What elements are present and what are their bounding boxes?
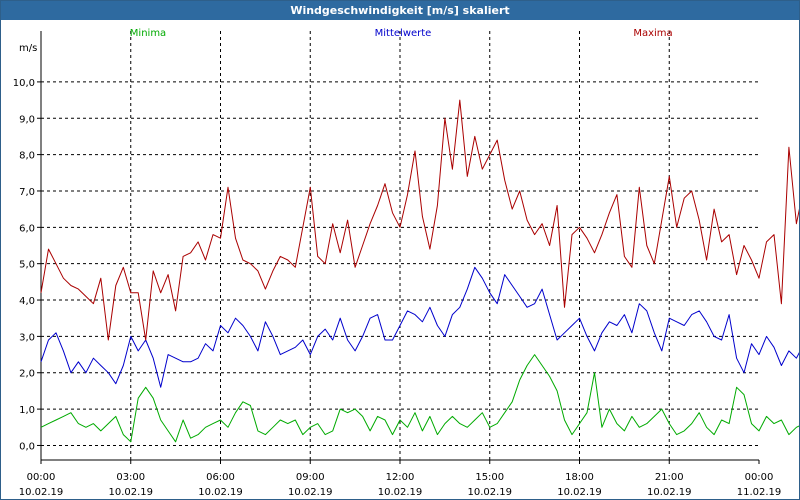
x-tick-date-label: 10.02.19 <box>647 487 692 498</box>
x-tick-date-label: 10.02.19 <box>557 487 602 498</box>
y-tick-label: 0,0 <box>19 441 35 452</box>
x-tick-time-label: 03:00 <box>116 472 145 483</box>
x-tick-date-label: 10.02.19 <box>378 487 423 498</box>
x-tick-date-label: 10.02.19 <box>108 487 153 498</box>
x-tick-date-label: 10.02.19 <box>467 487 512 498</box>
x-axis-ticks: 00:00 10.02.19 03:00 10.02.19 06:00 10.02.19 0… <box>19 460 782 498</box>
x-tick-date-label: 10.02.19 <box>288 487 333 498</box>
series-line-maxima <box>40 99 799 341</box>
x-tick-time-label: 21:00 <box>655 472 684 483</box>
y-tick-label: 2,0 <box>19 369 35 380</box>
x-tick-date-label: 10.02.19 <box>198 487 243 498</box>
legend: Minima Mittelwerte Maxima <box>130 28 673 39</box>
axes <box>40 31 759 461</box>
series-lines <box>40 99 799 443</box>
y-tick-label: 9,0 <box>19 114 35 125</box>
y-tick-label: 5,0 <box>19 260 35 271</box>
series-line-mittelwerte <box>40 266 799 388</box>
x-tick-date-label: 10.02.19 <box>19 487 64 498</box>
legend-item-maxima: Maxima <box>633 28 672 39</box>
x-tick-time-label: 00:00 <box>27 472 56 483</box>
y-tick-label: 10,0 <box>13 78 35 89</box>
x-tick-time-label: 09:00 <box>296 472 325 483</box>
x-tick-time-label: 18:00 <box>565 472 594 483</box>
x-tick-time-label: 06:00 <box>206 472 235 483</box>
y-tick-label: 3,0 <box>19 332 35 343</box>
y-tick-label: 7,0 <box>19 187 35 198</box>
x-tick-time-label: 00:00 <box>745 472 774 483</box>
series-line-minima <box>40 354 799 443</box>
legend-item-mittelwerte: Mittelwerte <box>375 28 432 39</box>
x-tick-time-label: 12:00 <box>386 472 415 483</box>
y-tick-label: 8,0 <box>19 151 35 162</box>
y-axis-label: m/s <box>19 43 37 54</box>
grid <box>41 31 759 460</box>
y-tick-label: 6,0 <box>19 223 35 234</box>
y-axis-ticks: 0,0 1,0 2,0 3,0 4,0 5,0 6,0 7,0 8,0 9,0 10,0 <box>13 78 41 452</box>
chart-title: Windgeschwindigkeit [m/s] skaliert <box>1 1 799 20</box>
x-tick-time-label: 15:00 <box>475 472 504 483</box>
x-tick-date-label: 11.02.19 <box>737 487 782 498</box>
y-tick-label: 4,0 <box>19 296 35 307</box>
legend-item-minima: Minima <box>130 28 166 39</box>
y-tick-label: 1,0 <box>19 405 35 416</box>
